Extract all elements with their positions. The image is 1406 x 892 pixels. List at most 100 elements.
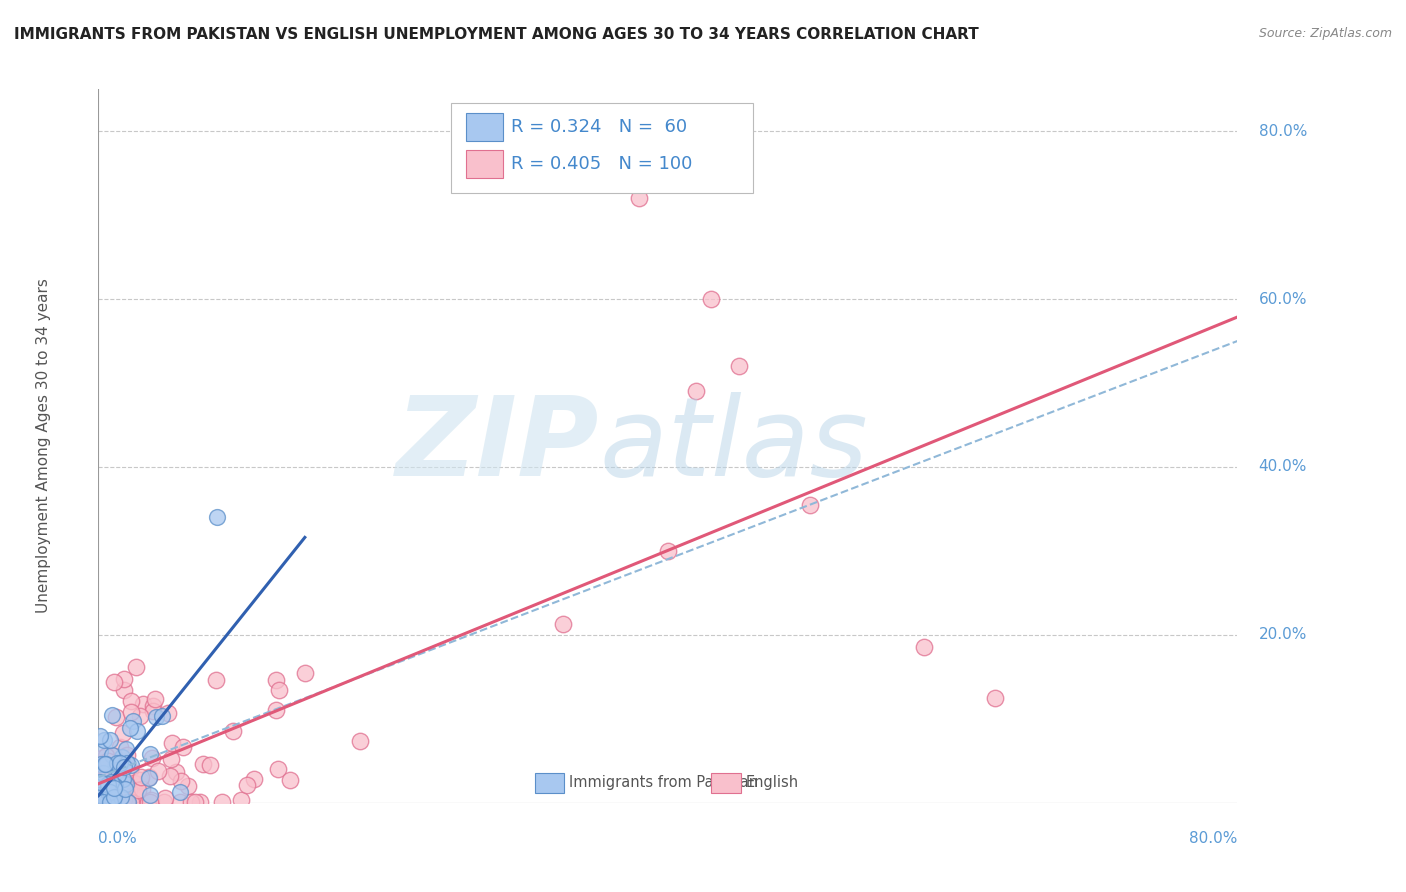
Point	[94, 795, 117, 809]
Point	[349, 734, 371, 748]
Point	[138, 747, 160, 761]
Point	[114, 781, 136, 796]
Point	[139, 793, 162, 807]
Point	[91, 765, 114, 780]
Point	[103, 776, 125, 790]
Point	[117, 795, 139, 809]
Point	[165, 765, 187, 780]
Point	[89, 776, 111, 790]
FancyBboxPatch shape	[467, 150, 503, 178]
Point	[127, 724, 149, 739]
Point	[120, 693, 142, 707]
Point	[267, 763, 290, 777]
Point	[129, 770, 152, 784]
Point	[159, 769, 181, 783]
Point	[94, 788, 117, 802]
Point	[169, 773, 191, 788]
Point	[97, 773, 120, 788]
Point	[103, 784, 125, 798]
Point	[728, 359, 751, 374]
Point	[141, 751, 163, 765]
Point	[93, 733, 115, 747]
Point	[136, 795, 159, 809]
Point	[278, 772, 301, 787]
Point	[103, 675, 125, 690]
Point	[105, 756, 128, 770]
Point	[222, 723, 245, 738]
Point	[100, 795, 122, 809]
Point	[142, 699, 165, 714]
Point	[89, 775, 111, 789]
Point	[139, 795, 162, 809]
Point	[100, 779, 122, 793]
Point	[193, 756, 215, 771]
Point	[98, 733, 121, 747]
Point	[100, 795, 122, 809]
Point	[91, 795, 114, 809]
Point	[101, 747, 124, 762]
Point	[101, 795, 124, 809]
Point	[243, 772, 266, 787]
Point	[152, 708, 174, 723]
Point	[90, 795, 112, 809]
Point	[110, 770, 132, 784]
Point	[699, 292, 721, 306]
Point	[103, 795, 125, 809]
Point	[120, 705, 142, 719]
Point	[129, 772, 152, 787]
Point	[97, 777, 120, 791]
Point	[100, 774, 122, 789]
Point	[89, 788, 111, 802]
Point	[103, 779, 125, 793]
Point	[105, 709, 128, 723]
Point	[110, 789, 132, 804]
Point	[100, 707, 122, 722]
Point	[984, 690, 1007, 705]
Text: Unemployment Among Ages 30 to 34 years: Unemployment Among Ages 30 to 34 years	[37, 278, 51, 614]
Point	[156, 706, 179, 720]
Point	[103, 789, 125, 804]
Point	[115, 747, 138, 762]
Point	[184, 795, 207, 809]
Point	[121, 789, 143, 803]
Point	[120, 763, 142, 777]
Point	[112, 760, 135, 774]
Point	[97, 784, 120, 798]
Point	[553, 616, 575, 631]
Point	[93, 787, 115, 801]
Point	[138, 771, 160, 785]
Point	[97, 754, 120, 768]
Point	[107, 768, 129, 782]
Point	[89, 795, 111, 809]
Point	[211, 795, 233, 809]
Point	[132, 697, 155, 711]
Point	[110, 739, 132, 754]
Point	[118, 721, 141, 735]
Point	[172, 739, 194, 754]
Point	[96, 775, 118, 789]
Point	[132, 795, 155, 809]
Point	[111, 750, 134, 764]
Text: Source: ZipAtlas.com: Source: ZipAtlas.com	[1258, 27, 1392, 40]
Point	[115, 795, 138, 809]
Text: IMMIGRANTS FROM PAKISTAN VS ENGLISH UNEMPLOYMENT AMONG AGES 30 TO 34 YEARS CORRE: IMMIGRANTS FROM PAKISTAN VS ENGLISH UNEM…	[14, 27, 979, 42]
Point	[127, 777, 149, 791]
Point	[112, 792, 135, 806]
FancyBboxPatch shape	[534, 772, 564, 793]
Point	[98, 795, 121, 809]
Text: English: English	[745, 775, 799, 790]
Point	[169, 785, 191, 799]
Text: 80.0%: 80.0%	[1258, 124, 1308, 138]
Text: 0.0%: 0.0%	[98, 831, 138, 847]
Point	[111, 772, 134, 786]
Point	[204, 673, 226, 688]
Point	[101, 772, 124, 787]
Point	[264, 673, 287, 687]
Point	[145, 710, 167, 724]
Point	[90, 757, 112, 772]
Point	[97, 787, 120, 801]
Text: 40.0%: 40.0%	[1258, 459, 1308, 475]
Point	[124, 787, 146, 801]
Point	[104, 758, 127, 772]
Text: 80.0%: 80.0%	[1189, 831, 1237, 847]
